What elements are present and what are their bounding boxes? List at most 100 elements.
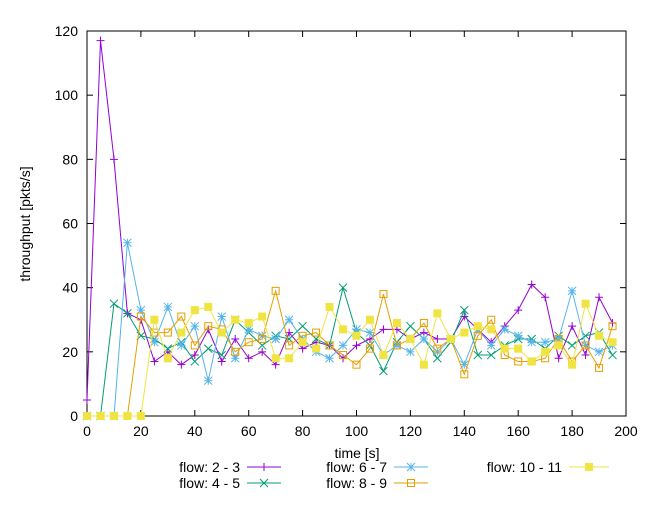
data-point — [217, 357, 226, 366]
data-point — [83, 395, 91, 404]
data-point — [379, 351, 388, 360]
data-point — [325, 302, 334, 311]
data-point — [123, 238, 132, 248]
data-point — [136, 412, 145, 420]
data-point — [123, 308, 132, 318]
data-point — [271, 334, 281, 344]
data-point — [419, 318, 428, 327]
legend-marker — [406, 462, 416, 472]
data-point — [473, 331, 482, 340]
data-point — [325, 341, 334, 350]
x-tick-label: 80 — [295, 423, 311, 439]
data-point — [406, 335, 415, 343]
data-point — [285, 341, 294, 350]
data-point — [230, 353, 240, 363]
data-point — [608, 322, 617, 331]
data-point — [554, 341, 563, 350]
data-point — [339, 325, 348, 334]
legend-label: flow: 6 - 7 — [326, 459, 387, 475]
series-line — [87, 288, 613, 417]
legend-label: flow: 8 - 9 — [326, 475, 387, 491]
data-point — [244, 354, 253, 363]
data-point — [392, 318, 401, 327]
data-point — [568, 360, 577, 369]
series-line — [87, 302, 613, 417]
legend-item: flow: 6 - 7 — [326, 459, 428, 475]
data-point — [419, 334, 429, 344]
data-point — [379, 366, 388, 376]
y-tick-label: 80 — [62, 151, 78, 167]
data-point — [567, 286, 577, 296]
x-tick-label: 180 — [560, 423, 584, 439]
data-point — [271, 286, 280, 295]
data-point — [163, 302, 173, 312]
data-point — [352, 360, 361, 369]
data-point — [594, 347, 604, 357]
data-point — [96, 412, 105, 420]
x-tick-label: 120 — [399, 423, 423, 439]
y-tick-label: 120 — [55, 23, 79, 39]
data-point — [96, 36, 105, 45]
data-point — [83, 412, 91, 420]
data-point — [217, 312, 227, 321]
y-tick-label: 20 — [62, 344, 78, 360]
x-tick-label: 100 — [345, 423, 369, 439]
y-tick-label: 60 — [62, 216, 78, 232]
data-point — [312, 328, 321, 337]
data-point — [258, 347, 267, 356]
data-point — [406, 321, 415, 331]
series-3 — [82, 238, 617, 421]
legend-label: flow: 4 - 5 — [179, 475, 240, 491]
legend-marker — [585, 463, 593, 471]
data-point — [177, 360, 186, 369]
data-point — [541, 347, 550, 356]
data-point — [352, 325, 361, 334]
legend-item: flow: 2 - 3 — [179, 459, 281, 475]
data-point — [190, 357, 200, 366]
data-point — [204, 322, 213, 331]
data-point — [513, 331, 523, 341]
y-tick-label: 40 — [62, 280, 78, 296]
x-tick-label: 200 — [614, 423, 638, 439]
data-point — [285, 328, 294, 337]
data-point — [527, 280, 536, 289]
data-point — [177, 328, 186, 337]
data-point — [432, 353, 442, 363]
data-point — [514, 357, 523, 366]
x-tick-label: 60 — [241, 423, 257, 439]
data-point — [433, 309, 442, 318]
data-point — [150, 337, 159, 347]
data-point — [150, 357, 159, 366]
data-point — [258, 312, 267, 321]
data-point — [379, 290, 388, 299]
data-point — [163, 328, 172, 337]
data-point — [460, 370, 469, 379]
data-point — [595, 331, 604, 340]
legend-item: flow: 4 - 5 — [179, 475, 281, 491]
data-point — [150, 315, 159, 324]
x-tick-label: 0 — [83, 423, 91, 439]
data-point — [231, 315, 240, 324]
x-tick-label: 140 — [453, 423, 477, 439]
data-point — [365, 328, 375, 337]
x-tick-label: 40 — [187, 423, 203, 439]
data-point — [190, 321, 200, 331]
data-point — [527, 337, 537, 347]
data-point — [231, 335, 240, 343]
data-point — [459, 305, 469, 315]
data-point — [554, 354, 563, 363]
data-point — [567, 341, 577, 350]
data-point — [581, 351, 590, 360]
series-line — [87, 242, 613, 417]
data-point — [190, 306, 199, 315]
data-point — [487, 325, 496, 334]
data-point — [352, 341, 361, 350]
data-point — [312, 344, 321, 353]
data-point — [217, 328, 226, 337]
data-point — [285, 354, 294, 363]
data-point — [244, 338, 253, 347]
data-point — [244, 318, 253, 327]
y-axis-label: throughput [pkts/s] — [17, 166, 33, 281]
